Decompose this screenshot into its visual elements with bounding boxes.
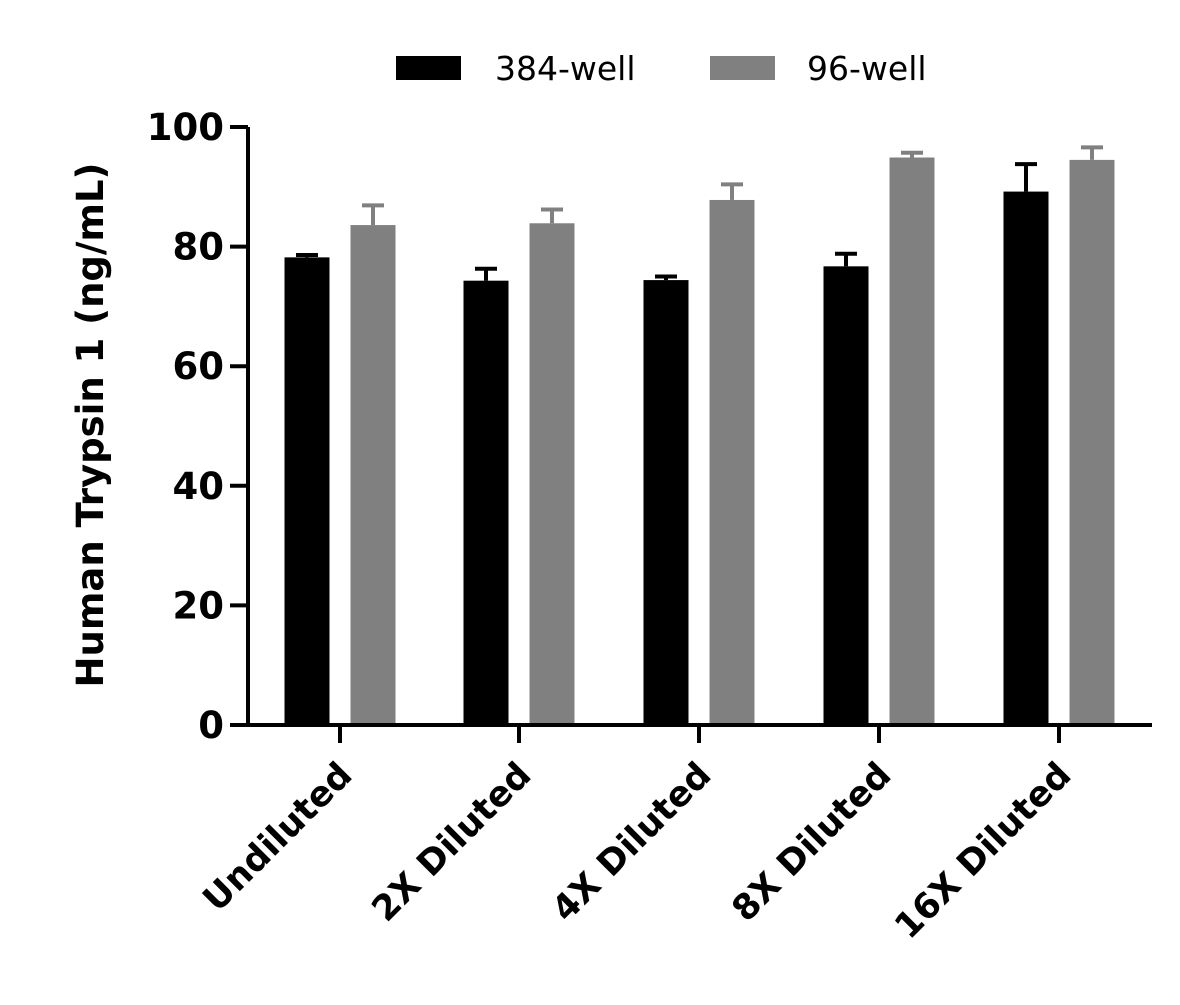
- legend-label: 96-well: [807, 49, 927, 88]
- bar: [1069, 159, 1115, 725]
- legend-label: 384-well: [495, 49, 636, 88]
- y-tick-label: 80: [173, 226, 225, 269]
- bar: [463, 280, 509, 725]
- x-tick-label: Undiluted: [196, 755, 361, 920]
- bar: [284, 257, 330, 725]
- legend-swatch: [710, 56, 775, 80]
- bar: [643, 280, 689, 725]
- y-axis: 0 20 40 60 80 100: [147, 106, 250, 747]
- x-axis: Undiluted 2X Diluted 4X Diluted 8X Diluted1…: [196, 723, 1152, 947]
- y-tick-label: 40: [173, 465, 225, 508]
- bar: [1003, 191, 1049, 726]
- bar: [709, 199, 755, 725]
- bar: [889, 157, 935, 726]
- bar: [350, 225, 396, 725]
- bar: [529, 223, 575, 725]
- legend: 384-well 96-well: [396, 49, 927, 88]
- legend-swatch: [396, 56, 461, 80]
- y-tick-label: 100: [147, 106, 224, 149]
- x-tick-label: 2X Diluted: [365, 755, 540, 930]
- y-tick-label: 20: [173, 584, 225, 627]
- y-tick-label: 0: [198, 704, 224, 747]
- x-tick-label: 4X Diluted: [545, 755, 720, 930]
- x-tick-label: 8X Diluted: [725, 755, 900, 930]
- bars: [284, 145, 1115, 726]
- y-tick-label: 60: [173, 345, 225, 388]
- y-axis-title: Human Trypsin 1 (ng/mL): [69, 163, 112, 688]
- bar: [823, 266, 869, 725]
- x-tick-label: 16X Diluted: [887, 755, 1079, 947]
